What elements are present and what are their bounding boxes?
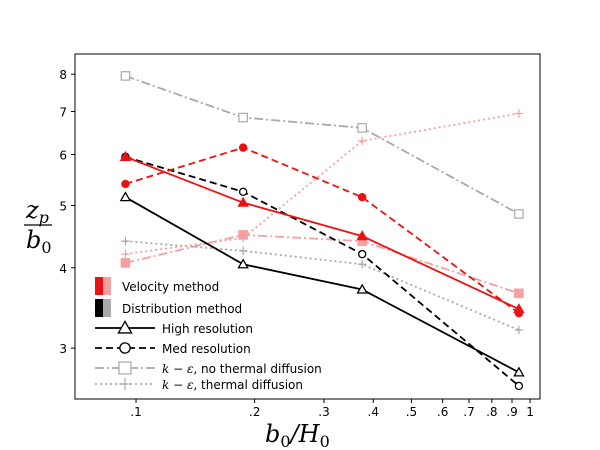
data-point: [357, 260, 367, 269]
y-tick-label: 4: [59, 262, 67, 276]
series-4: [119, 191, 525, 377]
data-point: [237, 258, 249, 269]
legend-marker: [119, 342, 131, 354]
legend-label: Velocity method: [122, 280, 219, 294]
series-3: [121, 109, 524, 259]
data-point: [357, 192, 367, 202]
y-axis-ticks: 3 4 5 6 7 8: [59, 68, 75, 356]
legend-entry: Velocity method: [95, 277, 219, 295]
series-line: [125, 156, 520, 310]
legend-swatch: [103, 277, 111, 295]
data-point: [121, 249, 130, 259]
data-point: [238, 112, 248, 123]
legend-label-math: k − ε: [162, 362, 193, 376]
x-axis-label: b0/H0: [265, 420, 330, 450]
series-line: [125, 75, 520, 215]
legend-label: Med resolution: [162, 342, 251, 356]
x-tick-label: .4: [368, 405, 379, 419]
y-tick-label: 3: [59, 342, 67, 356]
x-tick-label: .6: [437, 405, 448, 419]
data-point: [238, 187, 248, 197]
data-point: [356, 230, 368, 241]
legend-marker: [118, 361, 132, 375]
series-layer: [119, 71, 525, 391]
data-point: [120, 71, 131, 81]
data-point: [514, 308, 524, 318]
x-tick-label: .1: [130, 405, 141, 419]
legend-marker: [117, 320, 133, 334]
x-label-rest: /H: [289, 420, 321, 448]
legend-swatch: [95, 299, 103, 317]
series-line: [125, 156, 520, 387]
legend-label-math: k − ε: [162, 378, 193, 392]
data-point: [514, 381, 524, 391]
series-7: [121, 143, 524, 318]
legend-swatch: [103, 299, 111, 317]
y-label-denominator-sub: 0: [41, 238, 51, 257]
svg-text:zp: zp: [25, 196, 49, 227]
x-axis-ticks: .1 .2 .3 .4 .5 .6 .7 .8 .9 1: [130, 399, 534, 419]
legend-label: Distribution method: [122, 302, 242, 316]
y-tick-label: 6: [59, 149, 67, 163]
data-point: [119, 191, 132, 202]
series-2: [121, 236, 524, 335]
legend-swatch: [95, 277, 103, 295]
data-point: [120, 258, 131, 268]
legend-marker: [119, 378, 131, 390]
svg-text:b0: b0: [26, 226, 52, 257]
legend-label: k − ε, thermal diffusion: [162, 378, 303, 392]
data-point: [514, 209, 524, 219]
x-tick-label: .2: [249, 405, 260, 419]
y-label-denominator: b: [26, 226, 41, 254]
data-point: [357, 249, 367, 259]
x-label-sub2: 0: [320, 432, 330, 450]
y-tick-label: 5: [59, 199, 67, 213]
legend-entry: k − ε, thermal diffusion: [95, 378, 303, 392]
legend-entry: High resolution: [95, 320, 253, 336]
legend-label: k − ε, no thermal diffusion: [162, 362, 322, 376]
legend-label: High resolution: [162, 322, 253, 336]
svg-text:b0/H0: b0/H0: [265, 420, 330, 450]
x-tick-label: .3: [318, 405, 329, 419]
data-point: [357, 136, 367, 146]
series-line: [124, 196, 520, 374]
x-label-sub: 0: [280, 432, 290, 450]
data-point: [237, 196, 249, 207]
series-line: [125, 112, 520, 256]
y-label-numerator-sub: p: [39, 208, 49, 227]
data-point: [514, 325, 524, 335]
y-axis-label: zp b0: [24, 196, 52, 257]
legend-entry: k − ε, no thermal diffusion: [95, 361, 322, 376]
data-point: [514, 288, 524, 299]
data-point: [513, 366, 525, 377]
data-point: [238, 143, 248, 152]
data-point: [514, 109, 524, 118]
legend-label-text: , thermal diffusion: [193, 378, 303, 392]
series-0: [120, 71, 524, 219]
y-tick-label: 8: [59, 68, 67, 82]
x-tick-label: .5: [406, 405, 417, 419]
data-point: [119, 150, 132, 161]
data-point: [121, 236, 130, 246]
y-label-numerator: z: [25, 196, 39, 224]
data-point: [356, 283, 368, 294]
legend-label-text: , no thermal diffusion: [193, 362, 321, 376]
series-line: [125, 146, 520, 314]
data-point: [357, 123, 367, 133]
data-point: [238, 246, 248, 256]
x-tick-label: .7: [463, 405, 474, 419]
series-5: [121, 152, 524, 391]
legend: Velocity method Distribution method High r…: [95, 277, 322, 392]
x-label-main: b: [265, 420, 280, 448]
x-tick-label: 1: [526, 405, 534, 419]
y-tick-label: 7: [59, 105, 67, 119]
x-tick-label: .8: [486, 405, 497, 419]
data-point: [238, 233, 248, 243]
data-point: [121, 179, 130, 189]
legend-entry: Med resolution: [95, 342, 251, 356]
x-tick-label: .9: [506, 405, 517, 419]
legend-entry: Distribution method: [95, 299, 242, 317]
plot-frame: [74, 53, 541, 400]
